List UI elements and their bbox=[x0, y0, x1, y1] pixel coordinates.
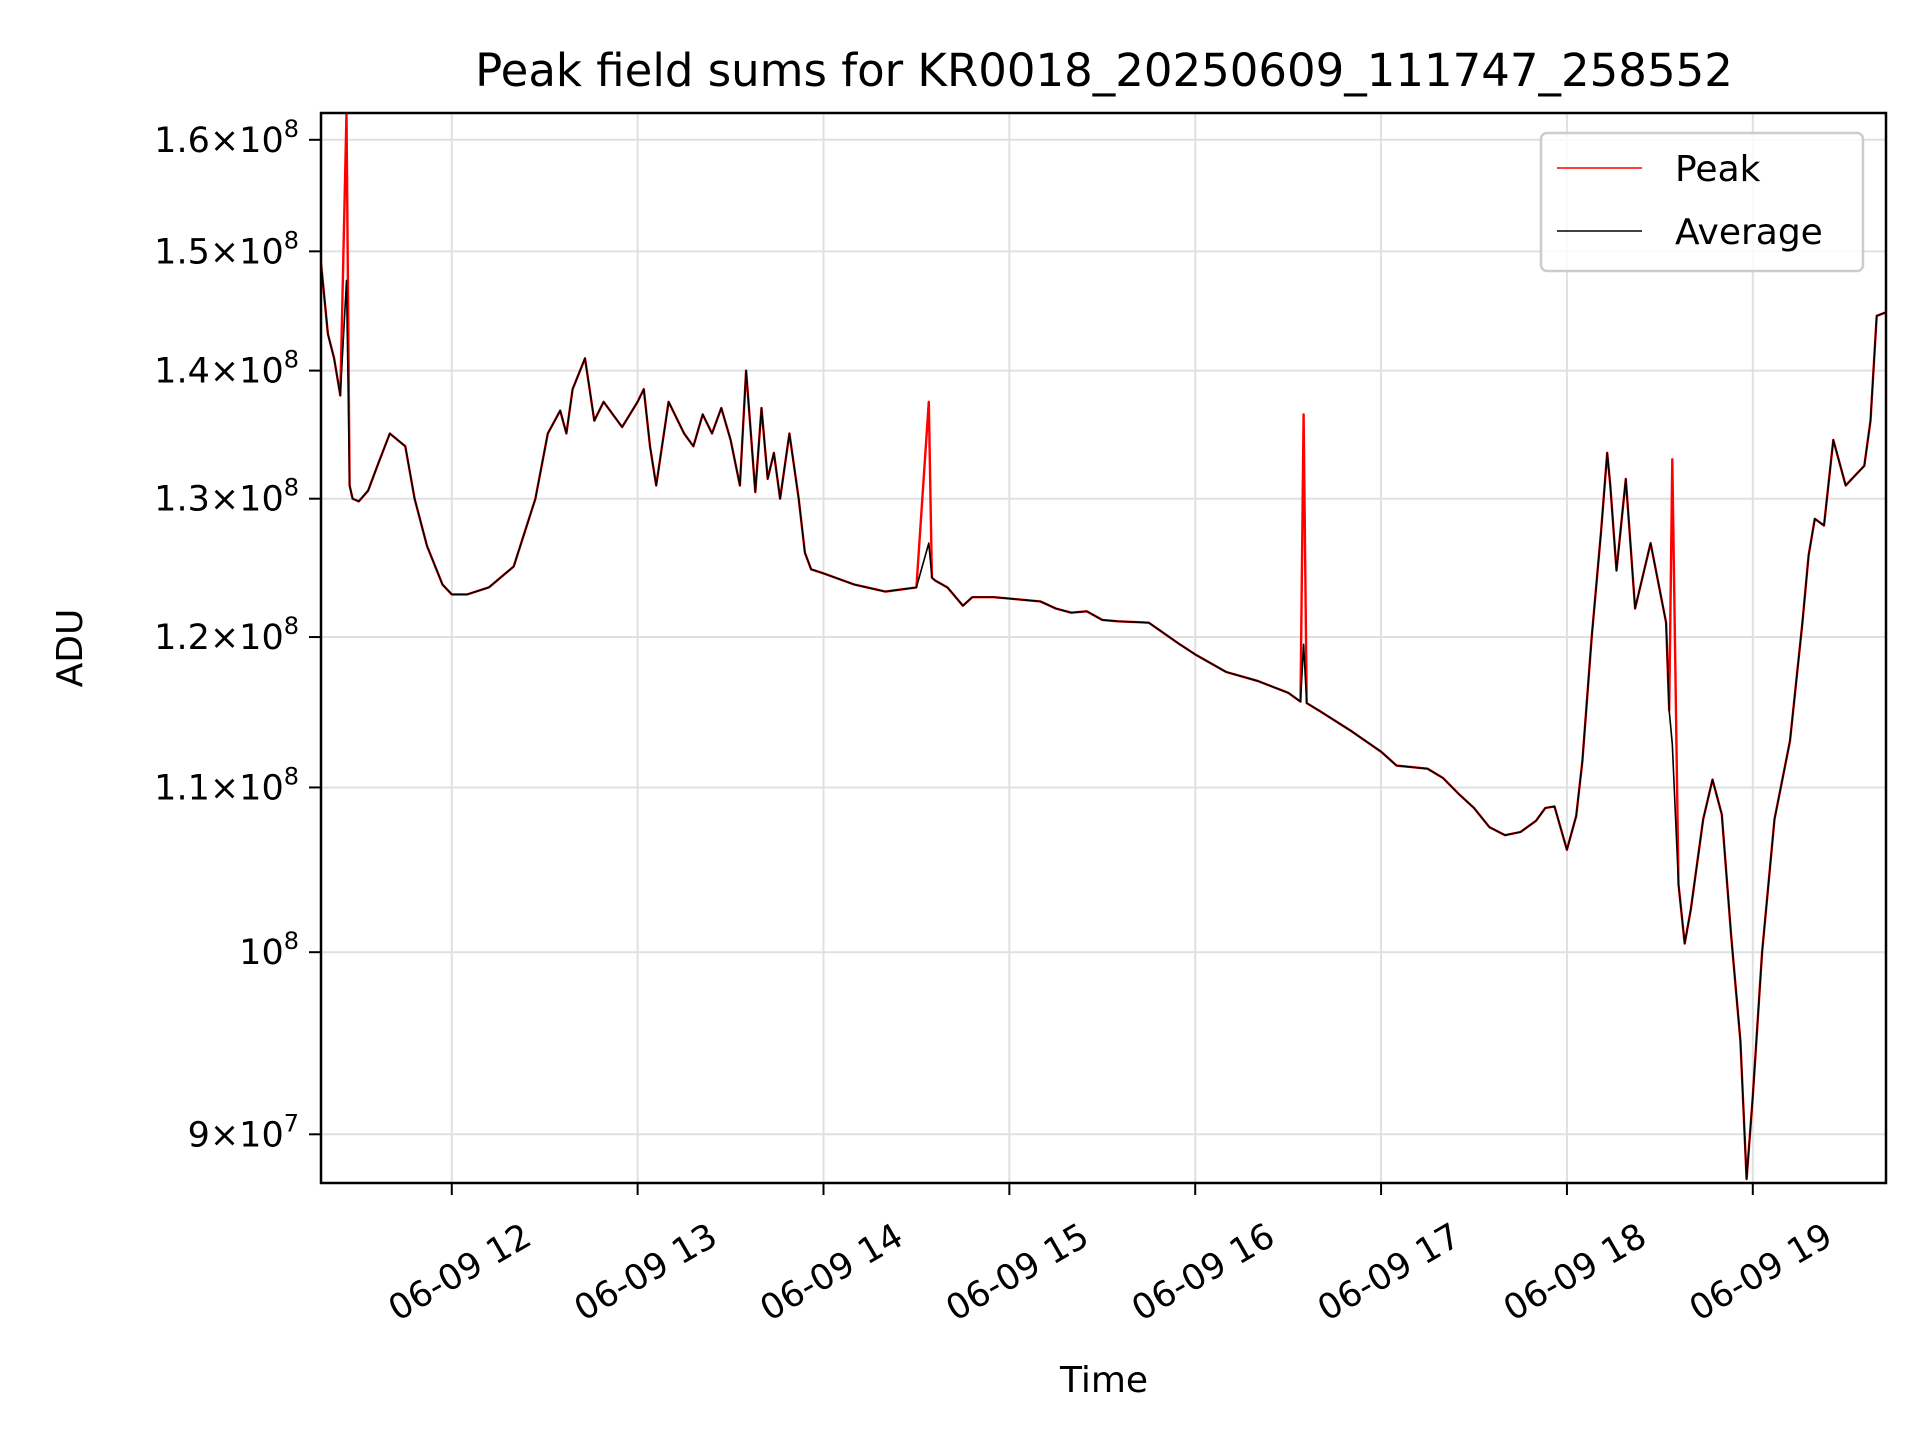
legend-peak-label: Peak bbox=[1675, 149, 1761, 190]
y-tick-mantissa: 1.3 bbox=[154, 480, 210, 520]
legend-average-label: Average bbox=[1675, 212, 1823, 253]
y-tick-label: 1.3×108 bbox=[154, 474, 299, 520]
series-average-line bbox=[321, 262, 1886, 1180]
y-tick-mantissa: 1.5 bbox=[154, 232, 210, 272]
y-tick-times: × bbox=[210, 618, 239, 658]
y-tick-exponent: 8 bbox=[284, 474, 299, 502]
y-tick-base: 10 bbox=[239, 121, 284, 161]
x-axis-label: Time bbox=[1059, 1360, 1148, 1401]
y-tick-base: 10 bbox=[239, 352, 284, 392]
y-tick-exponent: 8 bbox=[284, 927, 299, 955]
y-tick-label: 1.1×108 bbox=[154, 762, 299, 808]
y-tick-mantissa: 1.1 bbox=[154, 768, 210, 808]
y-tick-exponent: 8 bbox=[284, 612, 299, 640]
legend: Peak Average bbox=[1539, 131, 1865, 273]
y-tick-base: 10 bbox=[239, 232, 284, 272]
y-tick-mantissa: 9 bbox=[188, 1115, 210, 1155]
y-tick-label: 1.5×108 bbox=[154, 226, 299, 272]
y-tick-base: 10 bbox=[239, 768, 284, 808]
y-tick-label: 108 bbox=[239, 927, 299, 973]
y-tick-mantissa: 1.6 bbox=[154, 121, 210, 161]
y-tick-times: × bbox=[210, 232, 239, 272]
y-tick-label: 1.4×108 bbox=[154, 346, 299, 392]
y-tick-label: 1.6×108 bbox=[154, 115, 299, 161]
y-tick-times: × bbox=[210, 768, 239, 808]
y-tick-label: 9×107 bbox=[188, 1109, 299, 1155]
y-tick-base: 10 bbox=[239, 480, 284, 520]
y-tick-mantissa: 1.4 bbox=[154, 352, 210, 392]
y-axis: 1.6×1081.5×1081.4×1081.3×1081.2×1081.1×1… bbox=[154, 115, 321, 1155]
y-tick-times: × bbox=[210, 121, 239, 161]
y-tick-exponent: 8 bbox=[284, 346, 299, 374]
y-tick-times: × bbox=[210, 480, 239, 520]
y-tick-base: 10 bbox=[239, 1115, 284, 1155]
chart-title: Peak field sums for KR0018_20250609_1117… bbox=[475, 44, 1733, 97]
y-tick-exponent: 8 bbox=[284, 115, 299, 143]
y-tick-times: × bbox=[210, 352, 239, 392]
y-axis-label: ADU bbox=[50, 609, 91, 688]
plot-lines bbox=[321, 113, 1886, 1181]
y-tick-times: × bbox=[210, 1115, 239, 1155]
y-tick-exponent: 8 bbox=[284, 762, 299, 790]
plot-frame bbox=[319, 111, 1888, 1185]
y-tick-base: 10 bbox=[239, 618, 284, 658]
y-tick-base: 10 bbox=[239, 933, 284, 973]
y-tick-label: 1.2×108 bbox=[154, 612, 299, 658]
y-tick-exponent: 7 bbox=[284, 1109, 299, 1137]
y-tick-mantissa: 1.2 bbox=[154, 618, 210, 658]
y-tick-exponent: 8 bbox=[284, 226, 299, 254]
